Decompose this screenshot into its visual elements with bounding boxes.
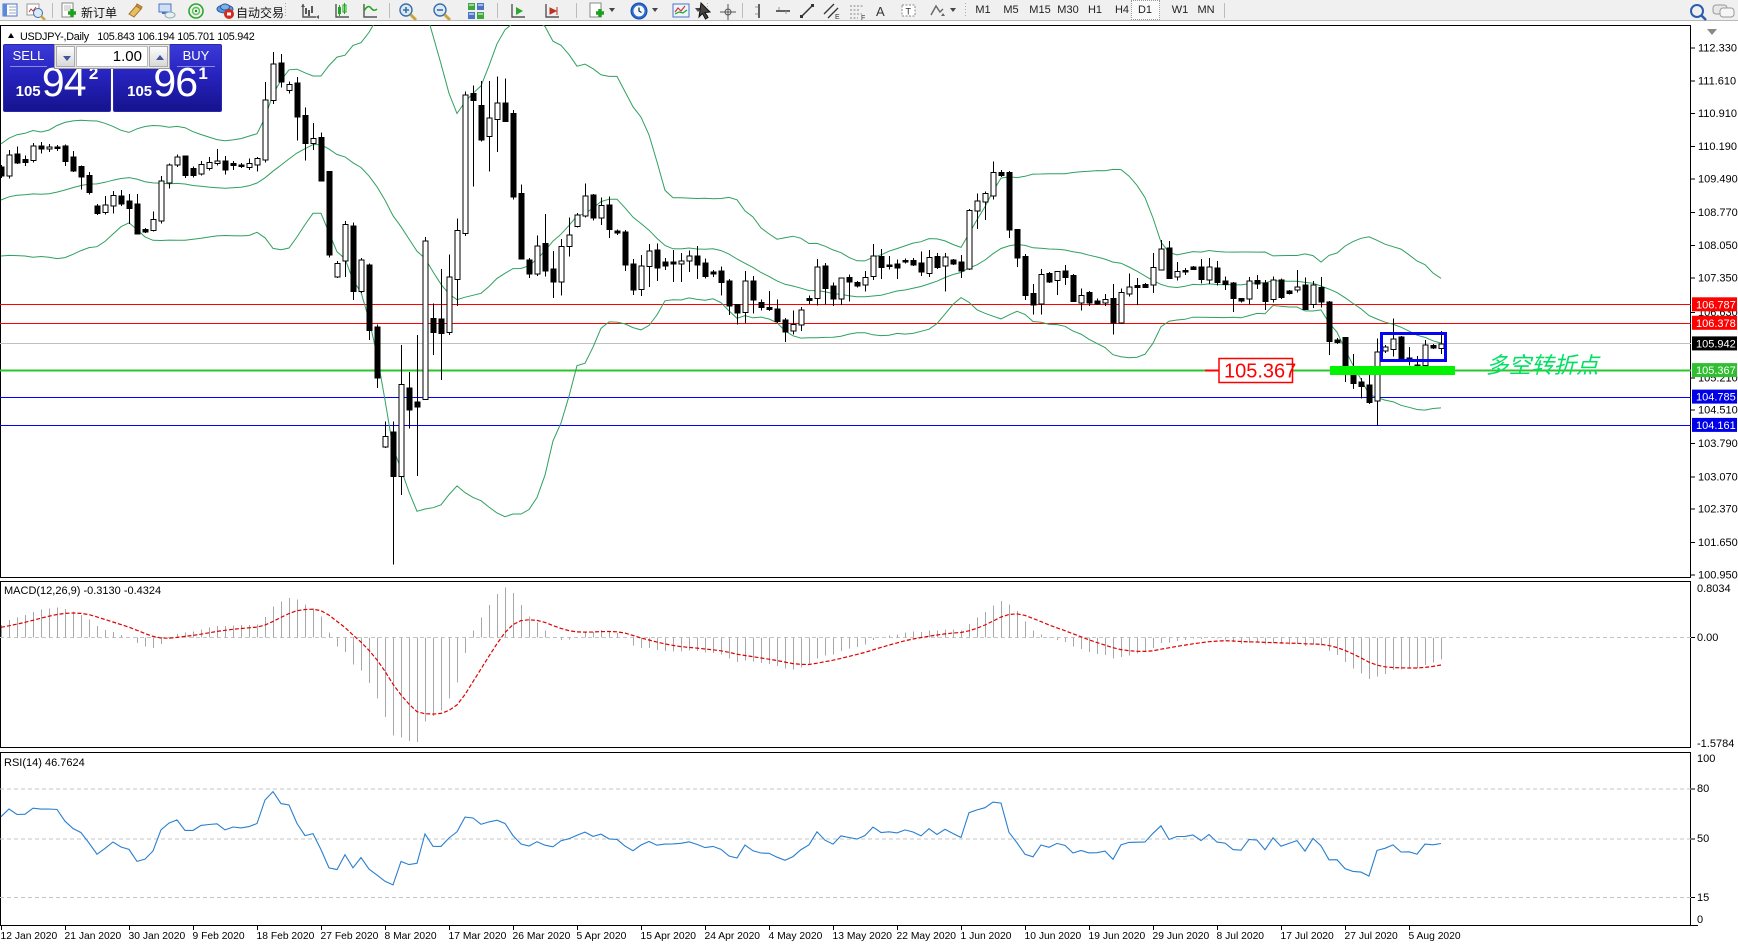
svg-text:103.790: 103.790 xyxy=(1698,438,1738,450)
svg-text:9 Feb 2020: 9 Feb 2020 xyxy=(193,931,245,942)
svg-text:108.050: 108.050 xyxy=(1698,240,1738,252)
svg-text:112.330: 112.330 xyxy=(1698,43,1737,55)
svg-text:27 Feb 2020: 27 Feb 2020 xyxy=(321,931,379,942)
svg-text:MACD(12,26,9) -0.3130 -0.4324: MACD(12,26,9) -0.3130 -0.4324 xyxy=(4,585,161,597)
svg-text:80: 80 xyxy=(1697,783,1709,795)
svg-text:110.910: 110.910 xyxy=(1698,108,1737,120)
svg-text:29 Jun 2020: 29 Jun 2020 xyxy=(1153,931,1210,942)
svg-text:0.8034: 0.8034 xyxy=(1697,583,1731,595)
svg-text:104.161: 104.161 xyxy=(1696,420,1736,432)
svg-text:F: F xyxy=(861,15,865,22)
svg-text:21 Jan 2020: 21 Jan 2020 xyxy=(65,931,122,942)
svg-text:106.378: 106.378 xyxy=(1696,318,1736,330)
svg-text:24 Apr 2020: 24 Apr 2020 xyxy=(705,931,761,942)
svg-text:30 Jan 2020: 30 Jan 2020 xyxy=(129,931,186,942)
svg-text:100.950: 100.950 xyxy=(1698,570,1738,582)
svg-text:105.367: 105.367 xyxy=(1696,365,1736,377)
svg-text:8 Mar 2020: 8 Mar 2020 xyxy=(385,931,437,942)
svg-text:0.00: 0.00 xyxy=(1697,632,1718,644)
svg-text:13 May 2020: 13 May 2020 xyxy=(833,931,893,942)
svg-text:18 Feb 2020: 18 Feb 2020 xyxy=(257,931,315,942)
svg-text:USDJPY-,Daily 105.843 106.19: USDJPY-,Daily 105.843 106.194 105.701 10… xyxy=(20,31,255,43)
svg-text:15 Apr 2020: 15 Apr 2020 xyxy=(641,931,697,942)
svg-text:0: 0 xyxy=(1697,914,1703,926)
svg-text:109.490: 109.490 xyxy=(1698,174,1738,186)
svg-text:5 Apr 2020: 5 Apr 2020 xyxy=(577,931,627,942)
svg-text:105.942: 105.942 xyxy=(1696,339,1736,351)
svg-text:多空转折点: 多空转折点 xyxy=(1486,353,1601,378)
svg-text:110.190: 110.190 xyxy=(1698,141,1737,153)
svg-text:102.370: 102.370 xyxy=(1698,504,1738,516)
svg-text:104.510: 104.510 xyxy=(1698,405,1738,417)
svg-text:8 Jul 2020: 8 Jul 2020 xyxy=(1217,931,1265,942)
svg-text:-1.5784: -1.5784 xyxy=(1697,738,1734,750)
svg-text:19 Jun 2020: 19 Jun 2020 xyxy=(1089,931,1146,942)
svg-text:107.350: 107.350 xyxy=(1698,273,1738,285)
svg-text:4 May 2020: 4 May 2020 xyxy=(769,931,823,942)
svg-text:27 Jul 2020: 27 Jul 2020 xyxy=(1345,931,1399,942)
svg-text:T: T xyxy=(906,7,912,17)
svg-text:103.070: 103.070 xyxy=(1698,471,1738,483)
svg-text:10 Jun 2020: 10 Jun 2020 xyxy=(1025,931,1082,942)
svg-text:100: 100 xyxy=(1697,753,1715,765)
svg-text:17 Jul 2020: 17 Jul 2020 xyxy=(1281,931,1335,942)
svg-text:17 Mar 2020: 17 Mar 2020 xyxy=(449,931,507,942)
svg-text:105.367: 105.367 xyxy=(1224,361,1296,383)
svg-text:15: 15 xyxy=(1697,892,1709,904)
svg-text:RSI(14) 46.7624: RSI(14) 46.7624 xyxy=(4,757,85,769)
svg-text:26 Mar 2020: 26 Mar 2020 xyxy=(513,931,571,942)
svg-text:50: 50 xyxy=(1697,833,1709,845)
svg-text:106.787: 106.787 xyxy=(1696,299,1736,311)
svg-text:5 Aug 2020: 5 Aug 2020 xyxy=(1409,931,1461,942)
svg-text:22 May 2020: 22 May 2020 xyxy=(897,931,957,942)
svg-text:E: E xyxy=(835,14,840,21)
svg-text:104.785: 104.785 xyxy=(1696,392,1736,404)
svg-text:1 Jun 2020: 1 Jun 2020 xyxy=(961,931,1012,942)
svg-text:108.770: 108.770 xyxy=(1698,207,1738,219)
svg-text:12 Jan 2020: 12 Jan 2020 xyxy=(1,931,58,942)
svg-text:111.610: 111.610 xyxy=(1698,76,1736,88)
svg-text:101.650: 101.650 xyxy=(1698,537,1738,549)
